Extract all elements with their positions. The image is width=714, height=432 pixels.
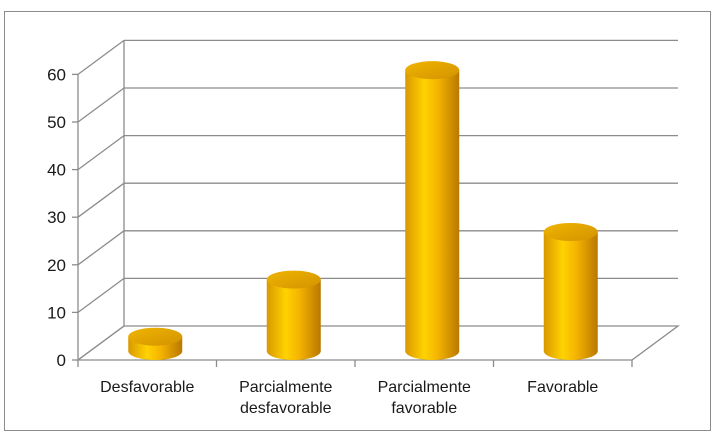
- bar-body: [266, 279, 321, 360]
- y-tick-label: 50: [47, 113, 66, 132]
- bar: [543, 223, 598, 360]
- gridline-diagonal: [77, 277, 125, 313]
- bar-top: [266, 270, 321, 289]
- bar-top: [128, 327, 183, 346]
- bar-top: [405, 61, 460, 80]
- floor: [76, 325, 680, 361]
- category-label: Favorable: [527, 379, 598, 396]
- gridline-diagonal: [77, 87, 125, 123]
- chart-frame: [4, 11, 711, 431]
- gridline-diagonal: [77, 230, 125, 266]
- bar-body: [543, 232, 598, 360]
- y-tick-labels: 0 10 20 30 40 50 60: [47, 65, 66, 370]
- axes: [72, 40, 680, 367]
- bar-top: [543, 223, 598, 241]
- y-tick-label: 10: [47, 303, 66, 322]
- bar-body: [405, 70, 460, 360]
- y-tick-label: 20: [47, 256, 66, 275]
- y-tick-label: 60: [47, 65, 66, 84]
- bar: [128, 327, 183, 360]
- category-labels: Desfavorable Parcialmente desfavorable Parc…: [100, 379, 598, 417]
- category-label: Parcialmente desfavorable: [239, 379, 332, 417]
- category-label: Desfavorable: [100, 379, 194, 396]
- y-tick-label: 40: [47, 161, 66, 180]
- bars: [128, 61, 598, 360]
- y-tick-label: 0: [57, 351, 66, 370]
- y-tick-label: 30: [47, 208, 66, 227]
- bar: [266, 270, 321, 360]
- gridline-diagonal: [77, 135, 125, 171]
- gridline-diagonal: [77, 39, 125, 75]
- category-label: Parcialmente favorable: [378, 379, 471, 417]
- gridline-diagonal: [77, 182, 125, 218]
- bar: [405, 61, 460, 360]
